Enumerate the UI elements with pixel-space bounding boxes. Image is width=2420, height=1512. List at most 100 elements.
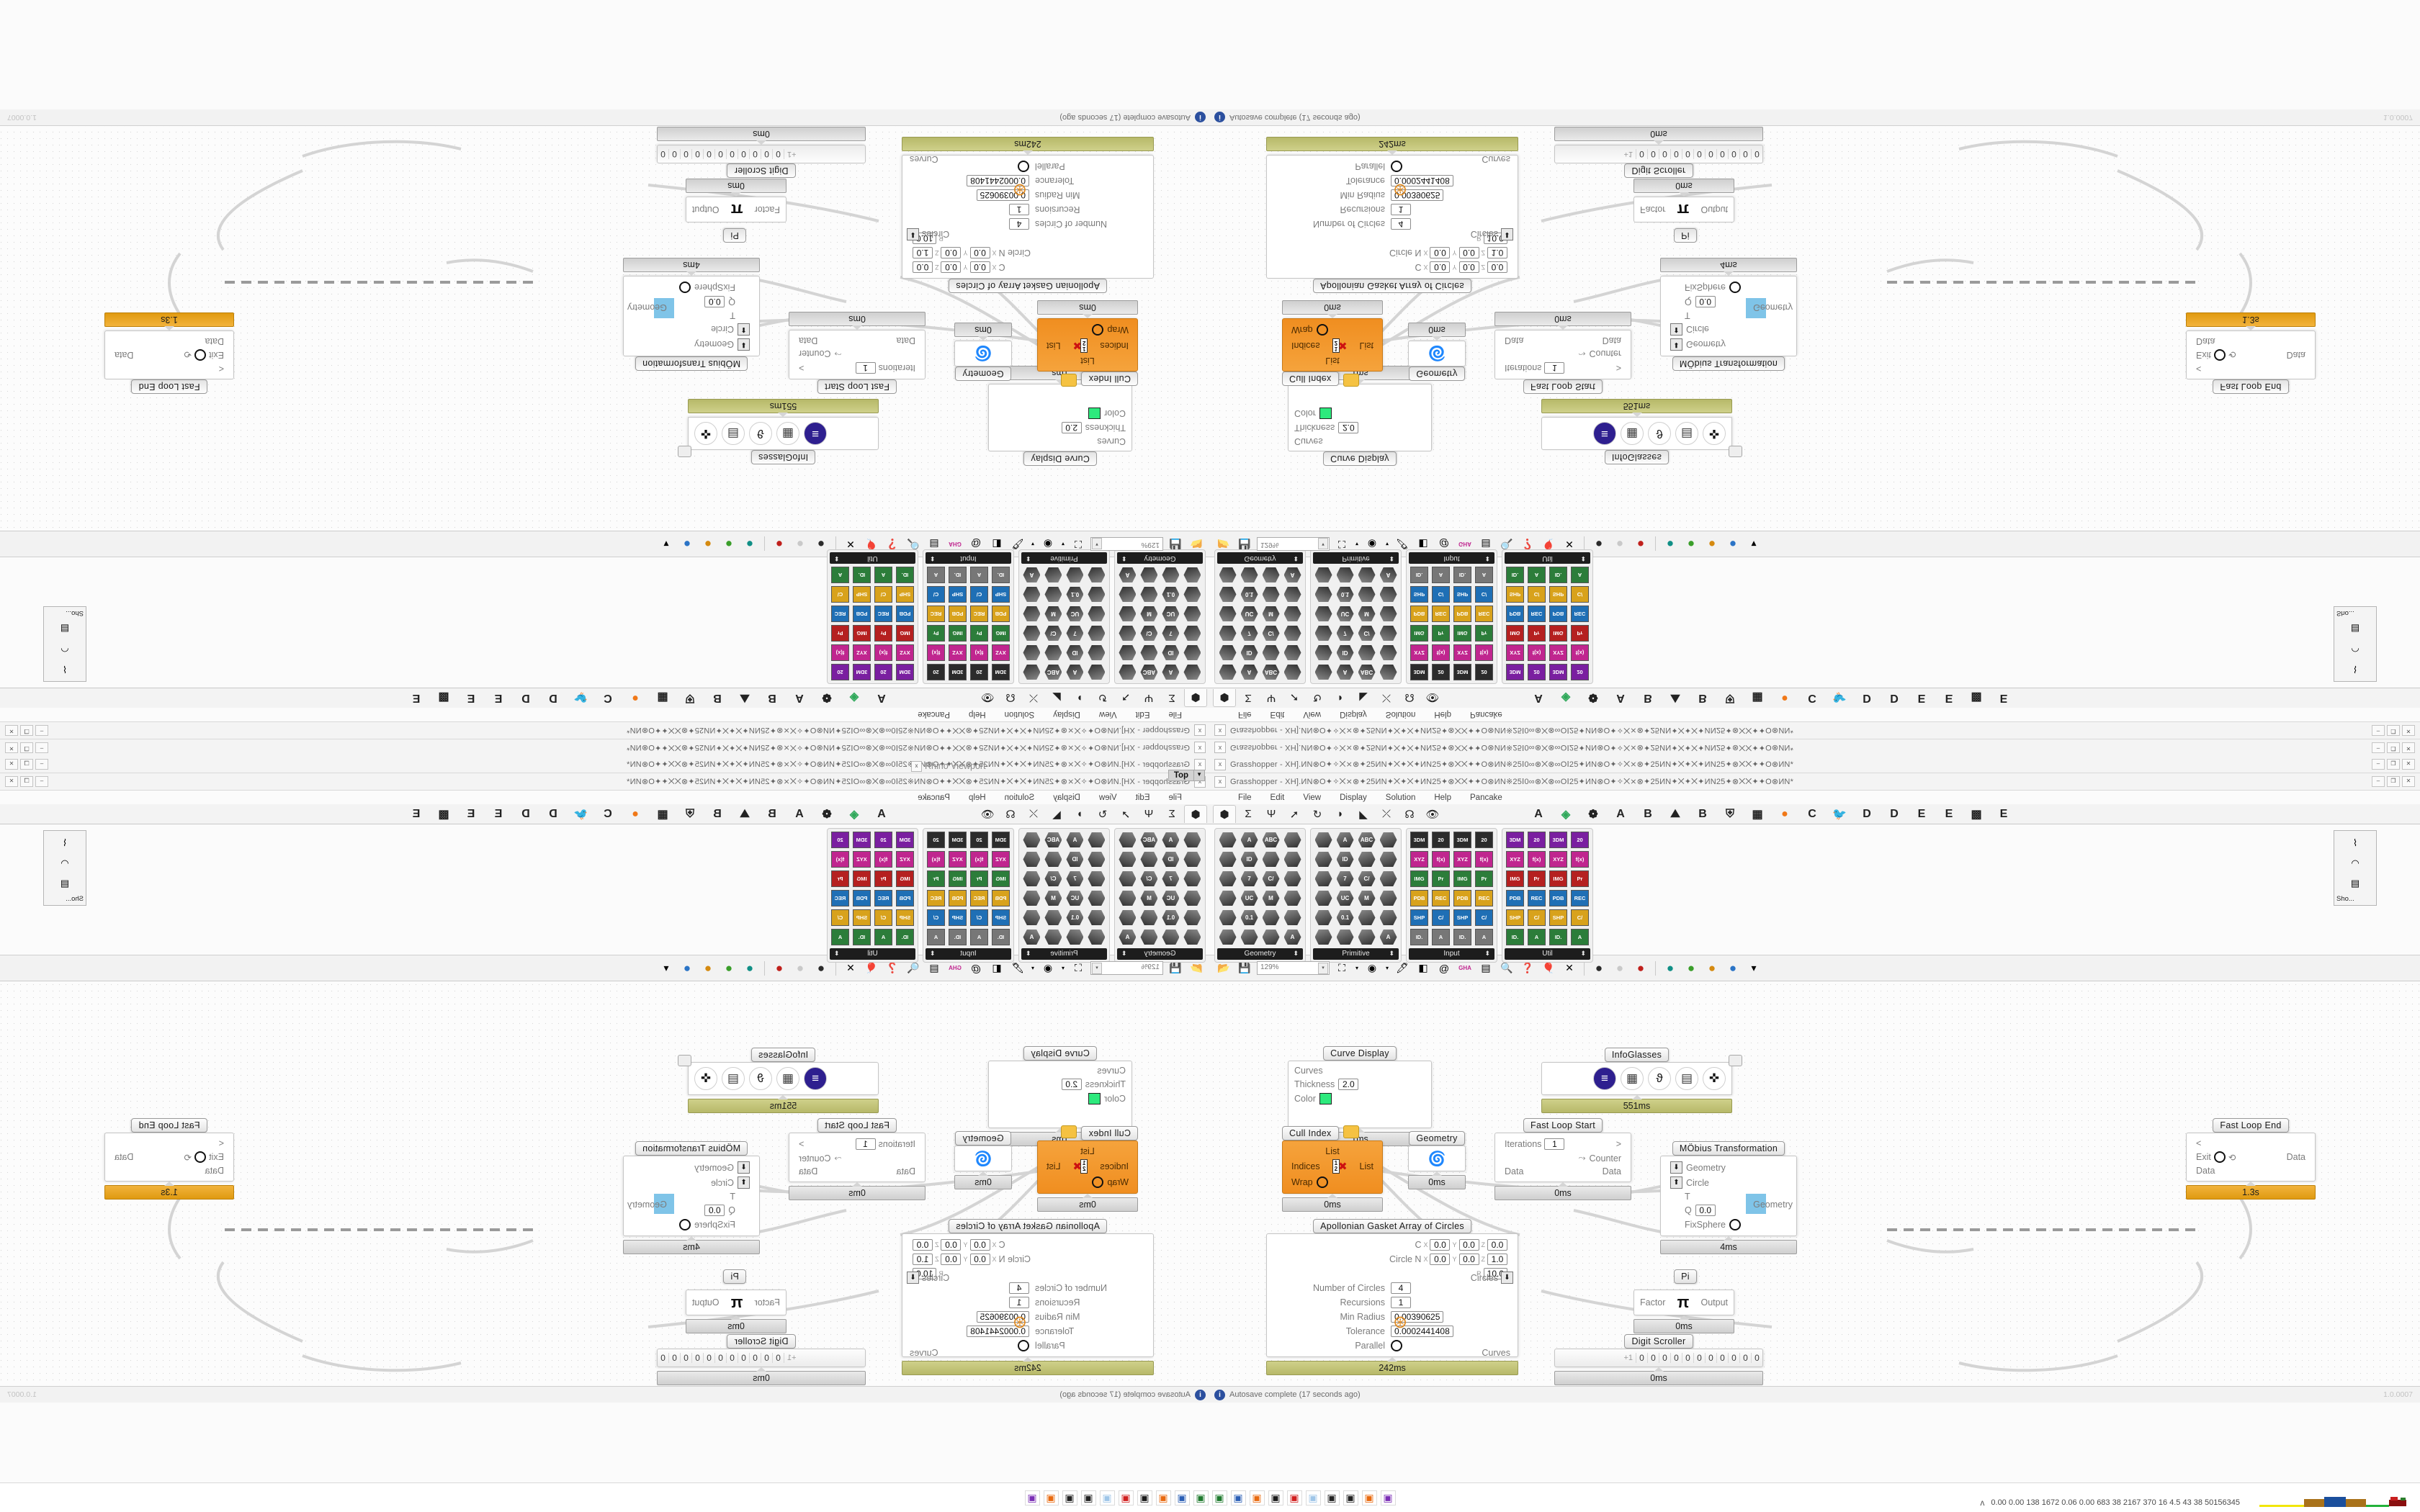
ribbon-icon[interactable]: Pr	[873, 624, 894, 642]
ribbon-icon[interactable]: PDB	[1548, 889, 1569, 907]
ribbon-icon[interactable]	[1282, 585, 1303, 603]
ribbon-icon[interactable]: A	[1430, 566, 1451, 584]
gh-row-value[interactable]: 2.0	[1338, 422, 1359, 433]
ribbon-icon[interactable]	[1217, 585, 1238, 603]
ribbon-icon[interactable]	[1086, 663, 1107, 681]
ribbon-icon[interactable]	[1117, 850, 1138, 868]
gh-node-body[interactable]: Curves Thickness 2.0 Color	[988, 384, 1132, 451]
ribbon-icon[interactable]: ID.	[1452, 928, 1473, 946]
tab-transform[interactable]: ☊	[1404, 691, 1415, 704]
ribbon-icon[interactable]: 3DM	[1505, 663, 1525, 681]
tab-letter-5[interactable]: ⛰	[740, 692, 750, 705]
tab-intersect[interactable]: ⤫	[1381, 808, 1391, 820]
ribbon-expand-icon[interactable]: ⬍	[1026, 555, 1031, 562]
tab-arrow[interactable]: ➚	[1289, 691, 1299, 704]
tab-eye[interactable]: 👁	[980, 808, 995, 821]
ribbon-icon[interactable]: XYZ	[1452, 644, 1473, 662]
ribbon-icon[interactable]	[1182, 566, 1203, 584]
digit-cell-9[interactable]: 0	[669, 149, 681, 159]
digit-cell-0[interactable]: 0	[1636, 1353, 1647, 1363]
gh-node-body[interactable]: +1 0 0 0 0 0 0 0 0 0 0 0	[657, 145, 866, 163]
q-value[interactable]: 0.0	[1695, 1205, 1716, 1216]
ribbon-icon[interactable]: 20	[926, 831, 946, 849]
tab-letter-13[interactable]: D	[1890, 807, 1899, 820]
ribbon-icon[interactable]	[1313, 831, 1334, 849]
ribbon-icon[interactable]	[1282, 663, 1303, 681]
ribbon-icon[interactable]: XYZ	[1409, 850, 1430, 868]
normal-y[interactable]: 0.0	[941, 247, 962, 258]
menu-item-file[interactable]: File	[1168, 793, 1182, 802]
gh-node-body[interactable]: List Indices 1 2 ✖ List Wrap	[1037, 1140, 1138, 1194]
ribbon-icon[interactable]: IMG	[990, 870, 1011, 888]
boolean-toggle-icon[interactable]	[1316, 324, 1328, 336]
boolean-toggle-icon[interactable]	[1729, 1219, 1741, 1230]
ribbon-icon[interactable]	[1182, 624, 1203, 642]
iterations-value[interactable]: 1	[855, 1138, 876, 1150]
ribbon-icon[interactable]: UC	[1160, 889, 1181, 907]
gh-node-digit-scroller[interactable]: Digit Scroller +1 0 0 0 0 0 0 0 0 0 0 0 0ms	[657, 127, 866, 178]
ribbon-icon[interactable]	[1117, 605, 1138, 623]
ribbon-icon[interactable]: A	[873, 928, 894, 946]
ribbon-icon[interactable]	[1139, 566, 1160, 584]
digit-cell-4[interactable]: 0	[1682, 1353, 1693, 1363]
ribbon-icon[interactable]: f(x)	[873, 644, 894, 662]
warning-balloon-icon[interactable]	[1061, 1125, 1077, 1138]
ribbon-icon[interactable]	[1182, 831, 1203, 849]
ribbon-icon[interactable]: C/	[830, 909, 851, 927]
ribbon-icon[interactable]: C/	[1356, 624, 1377, 642]
q-value[interactable]: 0.0	[1695, 296, 1716, 307]
ribbon-icon[interactable]: 20	[1526, 663, 1547, 681]
normal-z[interactable]: 1.0	[913, 1254, 933, 1265]
tab-letter-15[interactable]: E	[467, 807, 475, 820]
digit-cell-0[interactable]: 0	[773, 149, 784, 159]
ribbon-icon[interactable]: PDB	[947, 605, 968, 623]
tab-letter-2[interactable]: ❁	[822, 808, 832, 821]
ribbon-icon[interactable]: REC	[873, 889, 894, 907]
gh-node-body[interactable]: Iterations 1 > ⤳ Counter Data Data	[1494, 1133, 1631, 1182]
boolean-toggle-icon[interactable]	[1092, 324, 1104, 336]
ribbon-icon[interactable]: PDB	[1452, 889, 1473, 907]
menu-bar[interactable]: File Edit View Display Solution Help Pancake	[1210, 708, 2420, 721]
gh-node-geometry-param[interactable]: Geometry 🌀 0ms	[1408, 1131, 1466, 1189]
ribbon-icon[interactable]: C/	[969, 585, 990, 603]
maximize-icon[interactable]: ❐	[2387, 759, 2400, 770]
ribbon-icon[interactable]: C/	[1043, 624, 1064, 642]
gha-assembly-icon[interactable]: GHA	[1458, 965, 1471, 971]
ribbon-group-label[interactable]: Util ⬍	[1505, 948, 1590, 960]
number-of-circles-value[interactable]: 4	[1391, 218, 1411, 230]
ribbon-icon[interactable]: IMG	[1505, 870, 1525, 888]
ribbon-icon[interactable]: A	[1021, 566, 1042, 584]
gh-node-fast-loop-end[interactable]: Fast Loop End < Exit ⟲ Data Data 1.3s	[104, 312, 234, 394]
ribbon-icon[interactable]: ID.	[895, 566, 915, 584]
tab-letter-10[interactable]: C	[604, 807, 612, 820]
ribbon-icon[interactable]: f(x)	[1430, 644, 1451, 662]
ribbon-icon[interactable]: SHP	[895, 585, 915, 603]
digit-cell-8[interactable]: 0	[1728, 1353, 1739, 1363]
ribbon-group-label[interactable]: Input ⬍	[1409, 552, 1494, 564]
flatten-graft-icon[interactable]: ⬇	[1670, 338, 1682, 351]
gh-node-fast-loop-end[interactable]: Fast Loop End < Exit ⟲ Data Data 1.3s	[2186, 312, 2316, 394]
ribbon-icon[interactable]: ABC	[1043, 831, 1064, 849]
ribbon-icon[interactable]: REC	[830, 889, 851, 907]
tab-letter-3[interactable]: A	[795, 692, 804, 705]
tab-sigma[interactable]: Σ	[1245, 808, 1252, 820]
gh-node-infoglasses[interactable]: InfoGlasses ≡ ▦ ϑ ▤ ✜ 551ms	[678, 399, 879, 464]
wire-tag-icon[interactable]: ϑ	[1648, 1067, 1671, 1090]
ribbon-icon[interactable]: 20	[1526, 831, 1547, 849]
ribbon-icon[interactable]	[1378, 585, 1399, 603]
ribbon-icon[interactable]: A	[1474, 928, 1494, 946]
tab-letter-17[interactable]: E	[412, 692, 421, 705]
gh-node-body[interactable]: List Indices 1 2 ✖ List Wrap	[1282, 1140, 1383, 1194]
ribbon-icon[interactable]: XYZ	[1409, 644, 1430, 662]
ribbon-icon[interactable]: ID.	[851, 566, 872, 584]
ribbon-expand-icon[interactable]: ⬍	[1580, 555, 1586, 562]
tab-letter-7[interactable]: ⛨	[686, 807, 695, 820]
ribbon-icon[interactable]	[1335, 566, 1355, 584]
ribbon-icon[interactable]: 3DM	[895, 663, 915, 681]
preview-blue-icon[interactable]: ●	[1729, 537, 1737, 552]
ribbon-icon[interactable]	[1356, 850, 1377, 868]
ribbon-icon[interactable]: UC	[1065, 889, 1085, 907]
boolean-toggle-icon[interactable]	[1018, 161, 1029, 172]
tab-letter-8[interactable]: ▦	[1752, 691, 1763, 704]
